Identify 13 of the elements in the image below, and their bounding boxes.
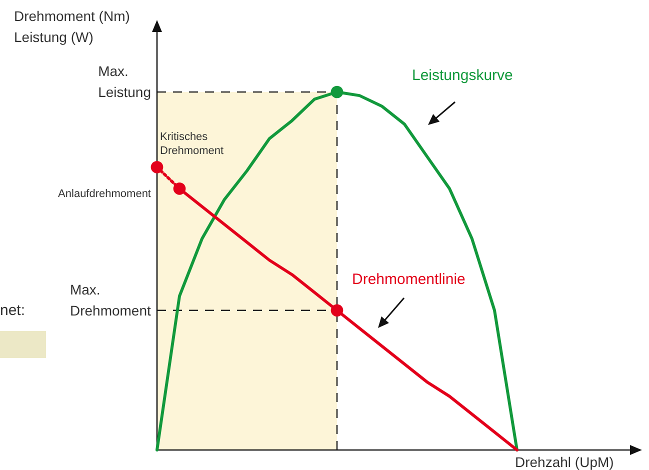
ref-line-label: Max. Leistung bbox=[98, 63, 151, 100]
y-axis-title: Drehmoment (Nm) Leistung (W) bbox=[14, 8, 130, 45]
point bbox=[173, 182, 186, 195]
annotation: Kritisches Drehmoment bbox=[160, 131, 224, 157]
ref-line-label: Max. Drehmoment bbox=[70, 281, 151, 318]
point bbox=[330, 304, 344, 317]
series-label: Drehmomentlinie bbox=[352, 271, 466, 288]
text: net: bbox=[0, 302, 26, 319]
text: Anlaufdrehmoment bbox=[58, 188, 151, 200]
text: Leistungskurve bbox=[412, 67, 513, 84]
point bbox=[330, 86, 344, 98]
x-axis-title: Drehzahl (UpM) bbox=[515, 454, 614, 470]
point bbox=[150, 161, 164, 174]
